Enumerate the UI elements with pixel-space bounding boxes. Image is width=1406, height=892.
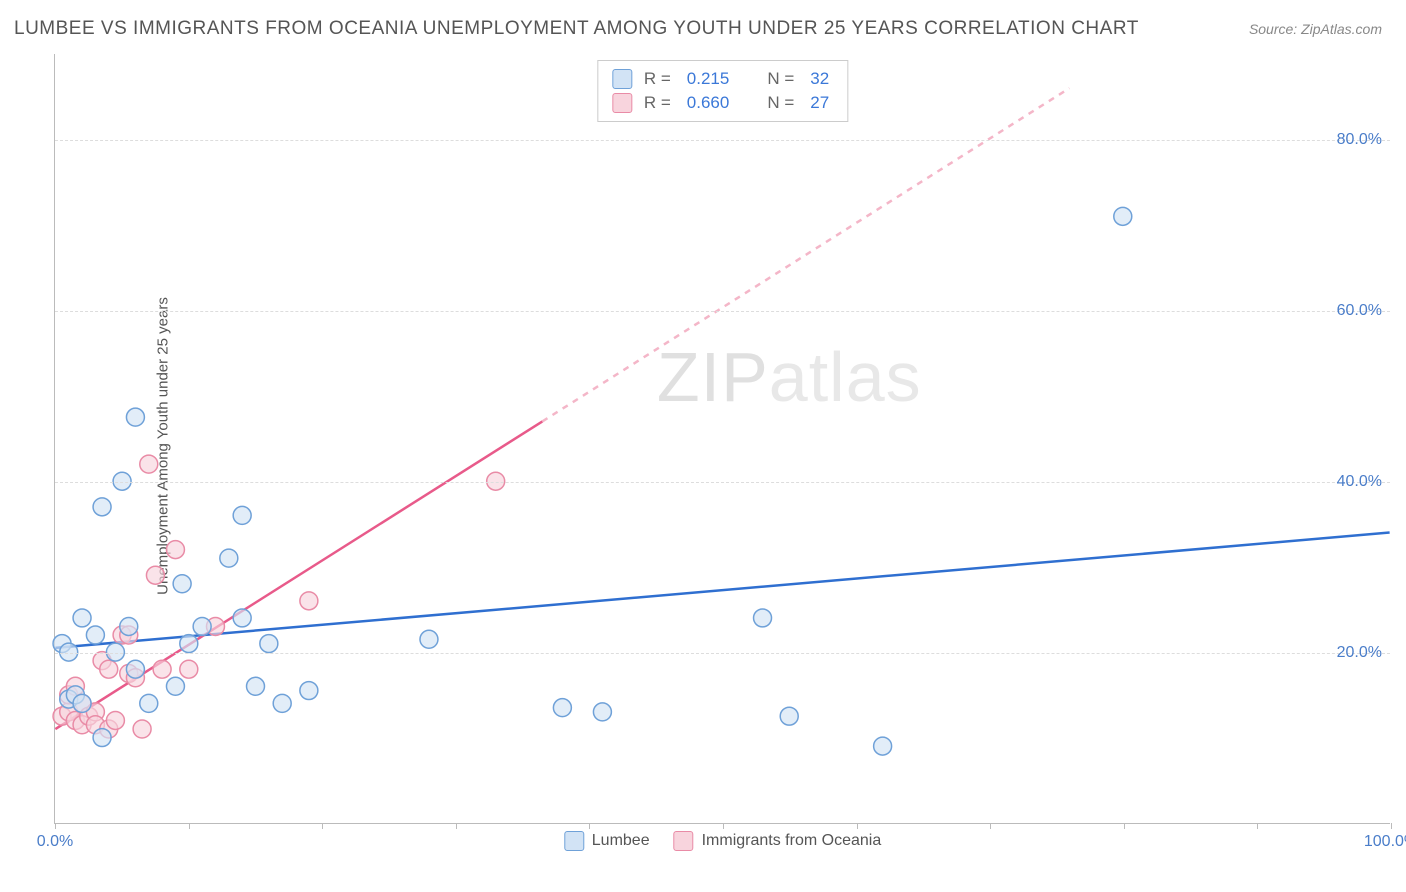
ytick-label: 80.0%	[1337, 131, 1382, 149]
legend-item-1: Lumbee	[564, 831, 650, 851]
point-series1	[86, 626, 104, 644]
xtick	[1391, 823, 1392, 829]
xtick	[723, 823, 724, 829]
point-series1	[593, 703, 611, 721]
point-series1	[93, 729, 111, 747]
point-series1	[247, 677, 265, 695]
source-label: Source: ZipAtlas.com	[1249, 21, 1382, 37]
point-series2	[133, 720, 151, 738]
xtick-label: 0.0%	[37, 833, 73, 851]
xtick	[1257, 823, 1258, 829]
point-series1	[93, 498, 111, 516]
gridline	[55, 311, 1390, 312]
point-series1	[780, 707, 798, 725]
point-series2	[106, 711, 124, 729]
swatch-pink	[612, 93, 632, 113]
point-series1	[73, 609, 91, 627]
stats-row-2: R = 0.660 N = 27	[612, 91, 833, 115]
trend-line-1	[55, 532, 1389, 647]
point-series1	[300, 682, 318, 700]
xtick	[1124, 823, 1125, 829]
xtick	[456, 823, 457, 829]
point-series1	[220, 549, 238, 567]
point-series1	[193, 617, 211, 635]
xtick	[857, 823, 858, 829]
point-series1	[120, 617, 138, 635]
point-series1	[140, 694, 158, 712]
point-series2	[146, 566, 164, 584]
chart-plot-area: ZIPatlas R = 0.215 N = 32 R = 0.660 N = …	[54, 54, 1390, 824]
title-bar: LUMBEE VS IMMIGRANTS FROM OCEANIA UNEMPL…	[0, 0, 1406, 48]
point-series2	[140, 455, 158, 473]
point-series1	[874, 737, 892, 755]
point-series1	[1114, 207, 1132, 225]
point-series1	[420, 630, 438, 648]
ytick-label: 40.0%	[1337, 473, 1382, 491]
xtick	[55, 823, 56, 829]
stats-legend: R = 0.215 N = 32 R = 0.660 N = 27	[597, 60, 848, 122]
swatch-blue	[612, 69, 632, 89]
stats-row-1: R = 0.215 N = 32	[612, 67, 833, 91]
point-series1	[173, 575, 191, 593]
point-series1	[73, 694, 91, 712]
gridline	[55, 140, 1390, 141]
point-series2	[166, 541, 184, 559]
point-series2	[153, 660, 171, 678]
swatch-blue	[564, 831, 584, 851]
legend-item-2: Immigrants from Oceania	[674, 831, 882, 851]
gridline	[55, 653, 1390, 654]
xtick	[189, 823, 190, 829]
point-series1	[754, 609, 772, 627]
point-series1	[180, 635, 198, 653]
ytick-label: 60.0%	[1337, 302, 1382, 320]
point-series1	[233, 506, 251, 524]
xtick-label: 100.0%	[1364, 833, 1406, 851]
point-series2	[300, 592, 318, 610]
point-series2	[180, 660, 198, 678]
point-series1	[273, 694, 291, 712]
point-series2	[100, 660, 118, 678]
bottom-legend: Lumbee Immigrants from Oceania	[564, 831, 881, 851]
xtick	[589, 823, 590, 829]
point-series1	[233, 609, 251, 627]
plot-svg	[55, 54, 1390, 823]
chart-title: LUMBEE VS IMMIGRANTS FROM OCEANIA UNEMPL…	[14, 18, 1139, 40]
trend-line-2-dash	[542, 88, 1069, 421]
ytick-label: 20.0%	[1337, 644, 1382, 662]
point-series1	[166, 677, 184, 695]
swatch-pink	[674, 831, 694, 851]
xtick	[990, 823, 991, 829]
point-series1	[553, 699, 571, 717]
point-series1	[126, 408, 144, 426]
xtick	[322, 823, 323, 829]
point-series1	[126, 660, 144, 678]
gridline	[55, 482, 1390, 483]
point-series1	[260, 635, 278, 653]
